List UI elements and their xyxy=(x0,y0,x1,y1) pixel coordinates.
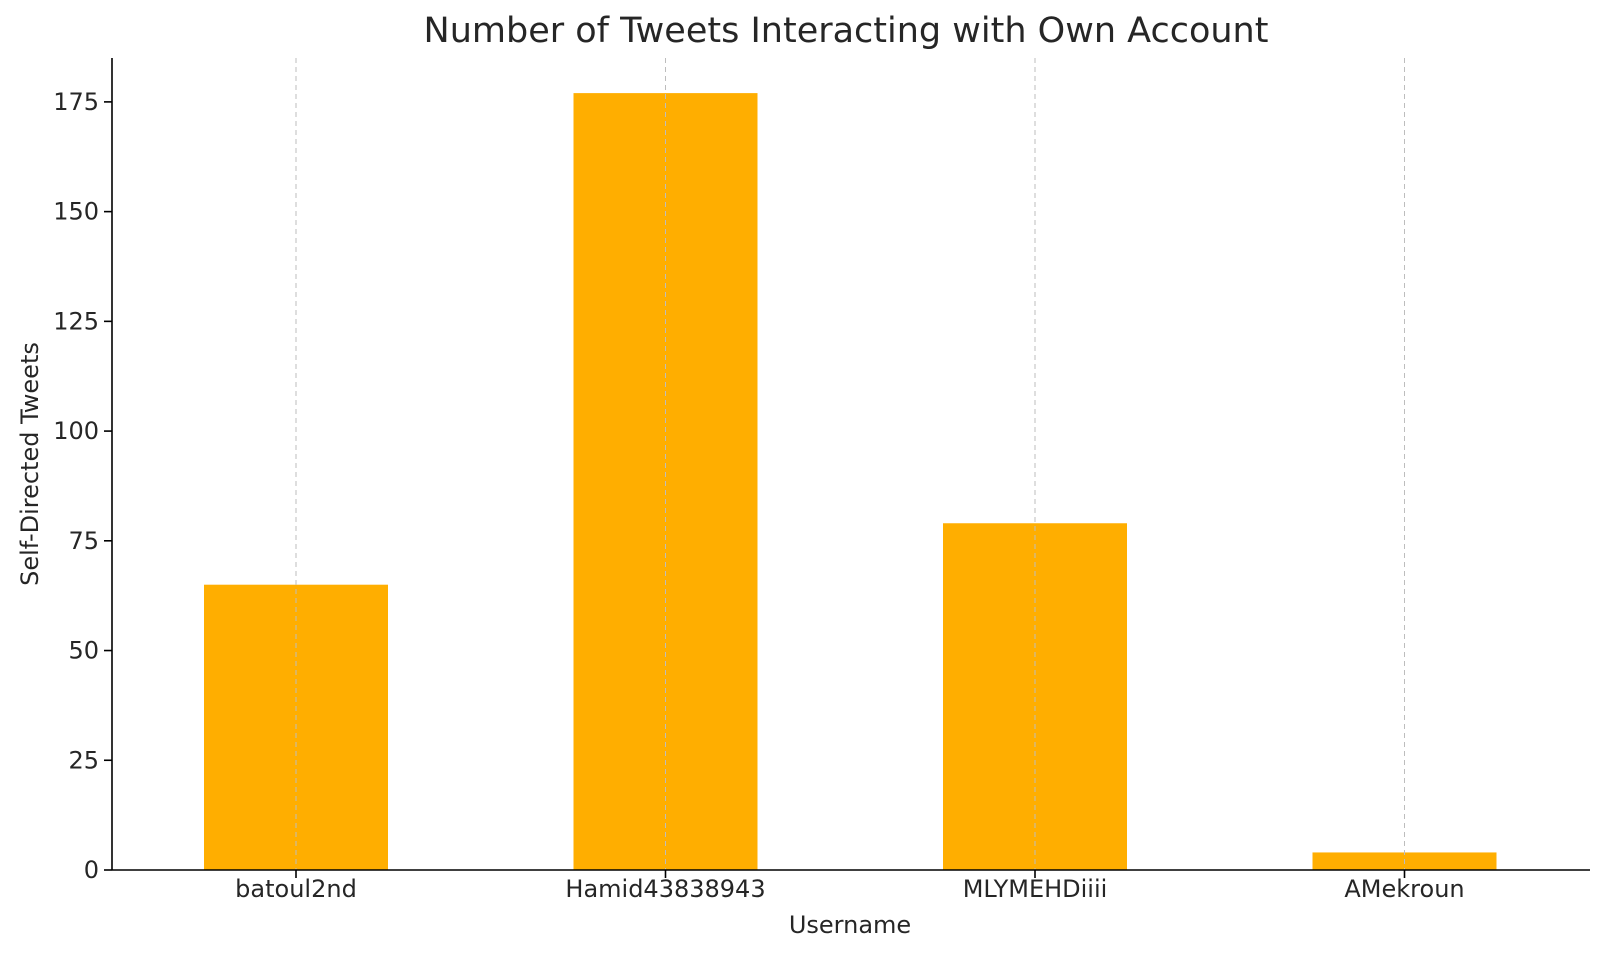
y-tick-label-25: 25 xyxy=(68,746,99,774)
chart-title: Number of Tweets Interacting with Own Ac… xyxy=(424,11,1269,51)
y-tick-label-50: 50 xyxy=(68,637,99,665)
y-axis-label: Self-Directed Tweets xyxy=(16,342,44,586)
y-tick-label-100: 100 xyxy=(53,417,99,445)
x-tick-label-amekroun: AMekroun xyxy=(1344,875,1464,903)
axes xyxy=(111,58,1590,871)
grid-lines xyxy=(295,58,1405,870)
x-axis-ticks: batoul2nd Hamid43838943 MLYMEHDiiii AMekrou… xyxy=(235,870,1465,903)
y-tick-label-0: 0 xyxy=(84,856,99,884)
y-tick-label-125: 125 xyxy=(53,307,99,335)
x-tick-label-hamid43838943: Hamid43838943 xyxy=(565,875,765,903)
y-tick-label-75: 75 xyxy=(68,527,99,555)
y-tick-label-150: 150 xyxy=(53,198,99,226)
y-axis-ticks: 0 25 50 75 100 125 150 175 xyxy=(53,88,112,884)
y-tick-label-175: 175 xyxy=(53,88,99,116)
bars xyxy=(204,93,1497,870)
x-tick-label-batoul2nd: batoul2nd xyxy=(235,875,357,903)
x-axis-label: Username xyxy=(789,911,911,939)
x-tick-label-mlymehdiiii: MLYMEHDiiii xyxy=(963,875,1108,903)
